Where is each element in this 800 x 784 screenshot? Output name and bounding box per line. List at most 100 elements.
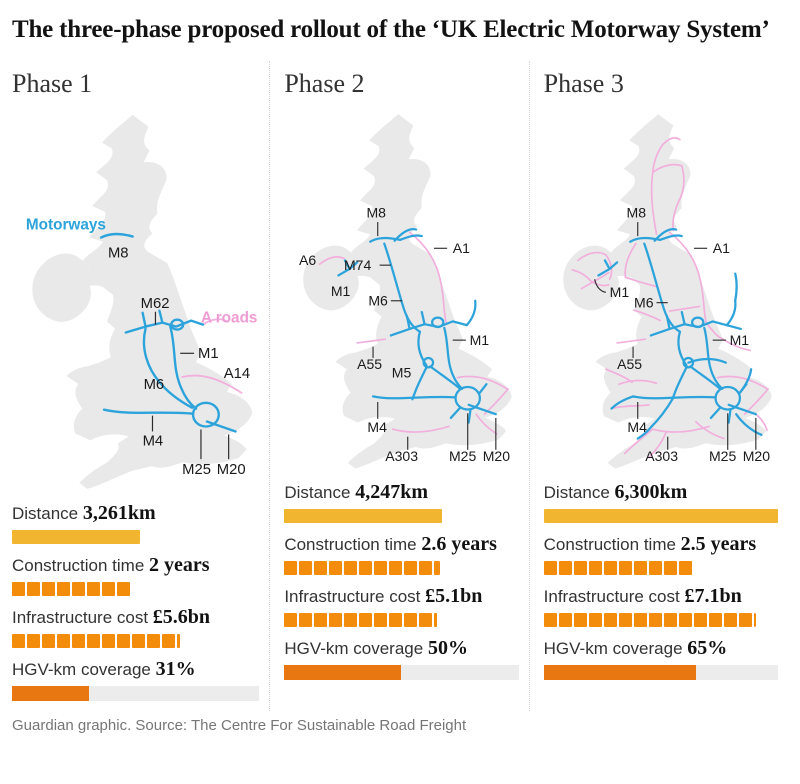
- motorway-line: [390, 319, 469, 337]
- stat-distance-label: Distance: [284, 483, 351, 503]
- bar-segment: [633, 561, 647, 576]
- motorway-line: [636, 397, 674, 440]
- road-label: A1: [712, 239, 729, 255]
- stat-coverage-label: HGV-km coverage: [12, 660, 151, 680]
- bar-segment: [419, 613, 433, 628]
- bar-segment: [738, 613, 752, 628]
- a-road-line: [716, 375, 768, 390]
- bar-segment: [678, 561, 692, 576]
- motorway-line: [99, 232, 134, 239]
- bar-segment: [558, 561, 572, 576]
- phase-panel: Phase 2 M8 A6 M74 A1 M1 M6 A55 M1 M5 M4 A303 M25 M20…: [269, 60, 528, 712]
- road-label: M4: [368, 418, 388, 434]
- motorway-line: [467, 403, 498, 415]
- bar-segment: [404, 613, 418, 628]
- bar-segment: [12, 634, 25, 649]
- uk-road-map: M8 A1 M1 M6 A55 M1 M4 A303 M25 M20: [562, 113, 772, 469]
- road-label: Motorways: [26, 216, 106, 233]
- road-label: A55: [617, 356, 642, 372]
- a-road-line: [456, 375, 509, 390]
- road-label: M6: [144, 376, 165, 392]
- road-label: A303: [645, 448, 678, 464]
- stat-cost-label: Infrastructure cost: [284, 587, 421, 607]
- stat-construction-label: Construction time: [284, 535, 417, 555]
- bar-segment: [404, 561, 418, 576]
- motorway-line: [102, 407, 195, 415]
- stat-coverage-label: HGV-km coverage: [543, 639, 683, 659]
- stat-cost: Infrastructure cost £7.1bn: [543, 585, 778, 628]
- stat-coverage-label: HGV-km coverage: [284, 639, 424, 659]
- bar-segment: [314, 561, 328, 576]
- bar-segment: [87, 582, 100, 597]
- stat-cost-label: Infrastructure cost: [543, 587, 680, 607]
- bar-segment: [543, 613, 557, 628]
- a-road-line: [181, 374, 243, 394]
- bar-segment: [284, 561, 298, 576]
- motorway-line: [479, 382, 488, 394]
- motorway-line: [686, 357, 727, 364]
- distance-bar: [543, 509, 778, 524]
- motorway-line: [405, 314, 412, 330]
- road-label: M4: [627, 419, 647, 435]
- road-label: M8: [626, 204, 646, 220]
- stat-cost-value: £5.1bn: [425, 585, 483, 608]
- bar-segment: [693, 613, 707, 628]
- motorway-line: [733, 271, 738, 302]
- road-label: M1: [729, 331, 749, 347]
- phase-title: Phase 1: [12, 68, 93, 98]
- motorway-line: [610, 394, 634, 410]
- construction-bar: [543, 561, 778, 576]
- bar-segment: [72, 582, 85, 597]
- a-road-line: [694, 420, 725, 439]
- bar-segment: [12, 582, 25, 597]
- motorway-line: [680, 310, 686, 325]
- bar-segment: [299, 613, 313, 628]
- bar-segment: [27, 582, 40, 597]
- a-road-line: [475, 412, 498, 435]
- a-road-line: [647, 431, 667, 458]
- road-label: A14: [224, 366, 250, 382]
- motorway-line: [411, 365, 428, 400]
- cost-bar: [284, 613, 518, 628]
- road-label: A55: [357, 356, 382, 372]
- bar-segment-partial: [753, 613, 757, 628]
- bar-segment: [102, 582, 115, 597]
- bar-segment: [344, 561, 358, 576]
- stat-construction: Construction time 2 years: [12, 554, 259, 597]
- motorway-line: [665, 314, 671, 330]
- bar-segment: [329, 613, 343, 628]
- bar-segment: [284, 613, 298, 628]
- stat-distance: Distance 3,261km: [12, 502, 259, 545]
- road-label: M25: [182, 461, 211, 477]
- a-road-line: [754, 412, 768, 431]
- motorway-line: [450, 405, 462, 419]
- a-road-line: [356, 337, 387, 344]
- a-road-line: [668, 231, 707, 323]
- bar-segment: [299, 561, 313, 576]
- a-road-line: [624, 276, 657, 288]
- motorway-line: [738, 367, 752, 394]
- motorway-line: [467, 407, 472, 424]
- stat-coverage: HGV-km coverage 65%: [543, 637, 778, 681]
- bar-segment: [618, 561, 632, 576]
- stat-distance-value: 4,247km: [355, 481, 428, 504]
- coverage-bar: [543, 665, 778, 681]
- bar-segment: [132, 634, 145, 649]
- stat-coverage-value: 65%: [687, 637, 728, 660]
- bar-segment: [588, 613, 602, 628]
- bar-segment-partial: [434, 561, 440, 576]
- stat-construction: Construction time 2.6 years: [284, 533, 518, 576]
- motorway-line: [141, 311, 147, 328]
- phase-stats: Distance 6,300km Construction time 2.5 y…: [543, 481, 778, 681]
- phase-columns: Phase 1 Motorways M8 M62 A roads M1 A14 M6 M4 M2…: [10, 60, 788, 712]
- bar-segment: [389, 613, 403, 628]
- motorway-line: [727, 403, 757, 415]
- motorway-line: [420, 310, 427, 325]
- stat-distance-value: 6,300km: [614, 481, 688, 504]
- motorway-line: [653, 227, 677, 242]
- coverage-bar: [284, 665, 519, 681]
- motorway-line: [649, 319, 728, 337]
- stat-distance-label: Distance: [12, 504, 79, 524]
- bar-segment: [603, 561, 617, 576]
